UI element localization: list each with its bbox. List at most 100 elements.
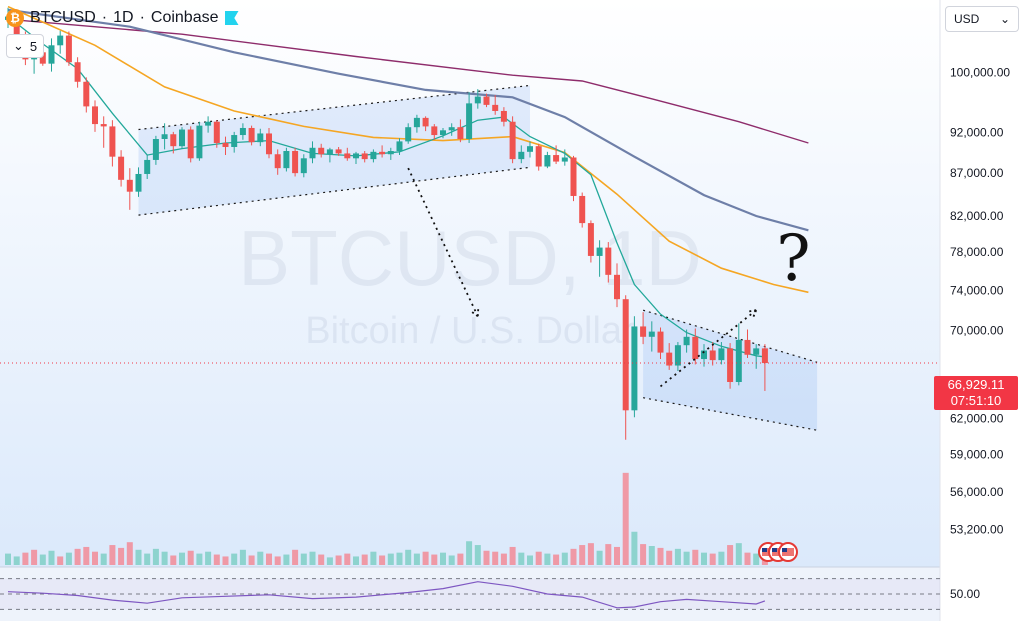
- volume-bar: [161, 551, 168, 565]
- volume-bar: [74, 548, 81, 565]
- volume-bar: [466, 541, 473, 565]
- volume-bar: [31, 549, 38, 565]
- volume-bar: [570, 548, 577, 565]
- candle-body: [205, 121, 212, 126]
- volume-bar: [283, 554, 290, 565]
- price-axis-tick-label: 78,000.00: [950, 245, 1004, 259]
- volume-bar: [431, 554, 438, 565]
- volume-bar: [231, 553, 238, 565]
- candle-body: [579, 195, 586, 224]
- annotation-question-mark: ?: [776, 222, 810, 296]
- volume-bar: [683, 551, 690, 565]
- volume-bar: [22, 552, 29, 565]
- volume-bar: [413, 553, 420, 565]
- candle-body: [692, 336, 699, 360]
- symbol-header[interactable]: ₿ BTCUSD · 1D · Coinbase: [6, 6, 239, 30]
- candle-body: [605, 247, 612, 275]
- volume-bar: [335, 555, 342, 565]
- volume-bar: [448, 555, 455, 565]
- trend-arrow-head: [469, 309, 479, 317]
- flag-icon[interactable]: [224, 11, 239, 25]
- volume-bar: [509, 546, 516, 565]
- trend-arrow-line: [659, 309, 757, 388]
- candle-body: [161, 134, 168, 139]
- candle-body: [292, 151, 299, 174]
- candle-body: [92, 106, 98, 125]
- candle-body: [57, 35, 64, 46]
- candle-body: [109, 126, 116, 157]
- volume-bar: [631, 531, 638, 565]
- volume-bar: [92, 551, 98, 565]
- candle-body: [718, 348, 725, 361]
- candle-body: [118, 156, 125, 180]
- candle-body: [387, 151, 394, 155]
- volume-bar: [187, 550, 194, 565]
- volume-bar: [701, 552, 707, 565]
- price-axis-tick-label: 87,000.00: [950, 166, 1004, 180]
- indicators-toggle[interactable]: ⌄ 5: [6, 34, 45, 58]
- volume-bar: [248, 555, 255, 565]
- rsi-axis-tick-label: 50.00: [950, 587, 980, 601]
- candle-body: [735, 339, 742, 383]
- volume-bar: [422, 551, 429, 565]
- price-axis-tick-label: 100,000.00: [950, 65, 1010, 79]
- currency-value: USD: [954, 12, 980, 26]
- volume-bar: [527, 555, 533, 565]
- candle-body: [379, 151, 386, 155]
- candle-body: [640, 326, 647, 337]
- candle-body: [561, 157, 568, 162]
- volume-bar: [753, 553, 760, 565]
- volume-bar: [744, 552, 751, 565]
- volume-bar: [657, 547, 664, 565]
- volume-bar: [257, 551, 264, 565]
- candle-body: [326, 149, 333, 155]
- candle-body: [135, 173, 142, 192]
- volume-bar: [579, 545, 586, 565]
- volume-bar: [344, 553, 351, 565]
- us-flag-canton-icon: [782, 548, 787, 552]
- volume-bar: [109, 545, 116, 565]
- candle-body: [622, 299, 629, 411]
- volume-bar: [170, 555, 177, 565]
- candle-body: [248, 127, 255, 143]
- candle-body: [753, 348, 760, 355]
- volume-bar: [587, 543, 594, 565]
- candle-body: [100, 124, 107, 127]
- volume-bar: [596, 550, 603, 565]
- candle-body: [74, 62, 81, 82]
- candle-body: [283, 151, 290, 169]
- volume-bar: [544, 553, 551, 565]
- volume-bar: [361, 554, 368, 565]
- volume-bar: [440, 552, 446, 565]
- candle-body: [492, 104, 499, 111]
- candle-body: [344, 153, 351, 159]
- candle-body: [431, 126, 438, 136]
- candle-body: [257, 133, 264, 143]
- candle-body: [631, 326, 638, 411]
- volume-bar: [239, 549, 246, 565]
- chevron-down-icon: ⌄: [999, 12, 1010, 26]
- volume-bar: [300, 553, 307, 565]
- volume-bar: [292, 549, 299, 565]
- price-axis-tick-label: 53,200.00: [950, 522, 1004, 536]
- candle-body: [535, 146, 542, 167]
- candle-body: [509, 121, 516, 160]
- us-flag-stripes-icon: [782, 548, 794, 556]
- volume-bar: [492, 551, 499, 565]
- volume-bar: [648, 546, 655, 565]
- candle-body: [396, 141, 403, 152]
- volume-bar: [126, 542, 133, 565]
- currency-selector[interactable]: USD ⌄: [945, 6, 1019, 32]
- timeframe-label[interactable]: 1D: [113, 9, 134, 26]
- ema-long-line: [7, 18, 809, 144]
- channel-upper-line: [642, 309, 818, 363]
- watermark-description: Bitcoin / U.S. Dollar: [305, 310, 635, 352]
- candle-body: [13, 16, 20, 43]
- indicator-count: 5: [29, 38, 38, 54]
- volume-bar: [518, 552, 525, 565]
- candle-body: [657, 331, 664, 353]
- volume-bar: [213, 554, 220, 565]
- candle-body: [222, 142, 229, 147]
